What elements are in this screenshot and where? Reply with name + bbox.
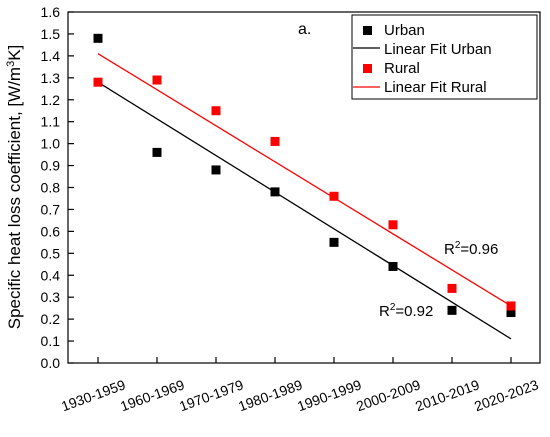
y-axis: 0.0 0.1 0.2 0.3 0.4 0.5 0.6 0.7 0.8 0.9 1.0 1.1 1.2 1… [41, 4, 74, 371]
rural-point [506, 301, 516, 311]
y-tick-label: 0.9 [41, 158, 61, 174]
rural-point [270, 136, 280, 146]
y-tick-label: 1.4 [41, 48, 61, 64]
y-tick-label: 1.6 [41, 4, 61, 20]
y-axis-title: Specific heat loss coefficient, [W/m3K] [5, 45, 24, 330]
x-axis: 1930-19591960-19691970-19791980-19891990… [59, 357, 541, 414]
urban-r2-label: R2=0.92 [379, 302, 433, 320]
y-tick-label: 0.7 [41, 201, 61, 217]
x-tick-label: 1930-1959 [59, 376, 128, 414]
x-tick-label: 1960-1969 [118, 376, 187, 414]
y-tick-label: 0.0 [41, 355, 61, 371]
rural-legend-marker [363, 64, 372, 73]
x-tick-label: 2020-2023 [472, 376, 541, 414]
legend-item-urban: Urban [363, 22, 425, 39]
rural-point [211, 106, 221, 116]
urban-point [211, 165, 221, 175]
urban-point [93, 33, 103, 43]
y-tick-label: 0.4 [41, 267, 61, 283]
data-points [93, 33, 516, 318]
fit-lines [97, 53, 512, 340]
y-tick-label: 0.6 [41, 223, 61, 239]
legend: Urban Linear Fit Urban Rural Linear Fit … [351, 14, 538, 100]
y-tick-label: 1.3 [41, 70, 61, 86]
legend-item-linear-fit-urban: Linear Fit Urban [353, 41, 492, 58]
urban-point [388, 261, 398, 271]
y-tick-label: 1.1 [41, 114, 61, 130]
urban-point [447, 305, 457, 315]
legend-item-linear-fit-rural: Linear Fit Rural [353, 79, 487, 96]
x-tick-label: 1980-1989 [236, 376, 305, 414]
y-tick-label: 0.5 [41, 245, 61, 261]
rural-legend-label: Rural [384, 60, 420, 77]
urban-point [270, 187, 280, 197]
y-tick-label: 0.2 [41, 311, 61, 327]
urban-point [506, 308, 516, 318]
rural-point [329, 191, 339, 201]
y-tick-label: 1.5 [41, 26, 61, 42]
x-tick-label: 1990-1999 [295, 376, 364, 414]
urban-legend-label: Urban [384, 22, 425, 39]
y-tick-label: 0.3 [41, 289, 61, 305]
rural-fit-legend-label: Linear Fit Rural [384, 79, 487, 96]
panel-label: a. [298, 21, 311, 38]
urban-fit-legend-label: Linear Fit Urban [384, 41, 492, 58]
rural-point [93, 77, 103, 87]
y-tick-label: 0.8 [41, 180, 61, 196]
rural-fit-line [97, 53, 512, 307]
urban-point [329, 237, 339, 247]
y-tick-label: 1.0 [41, 136, 61, 152]
urban-fit-line [97, 81, 512, 340]
rural-point [388, 220, 398, 230]
y-tick-label: 0.1 [41, 333, 61, 349]
rural-point [447, 283, 457, 293]
urban-point [152, 147, 162, 157]
legend-item-rural: Rural [363, 60, 420, 77]
x-tick-label: 2010-2019 [413, 376, 482, 414]
rural-point [152, 75, 162, 85]
x-tick-label: 2000-2009 [354, 376, 423, 414]
urban-legend-marker [363, 26, 372, 35]
legend-box [351, 14, 538, 100]
x-tick-label: 1970-1979 [177, 376, 246, 414]
rural-r2-label: R2=0.96 [444, 240, 498, 258]
y-tick-label: 1.2 [41, 92, 61, 108]
